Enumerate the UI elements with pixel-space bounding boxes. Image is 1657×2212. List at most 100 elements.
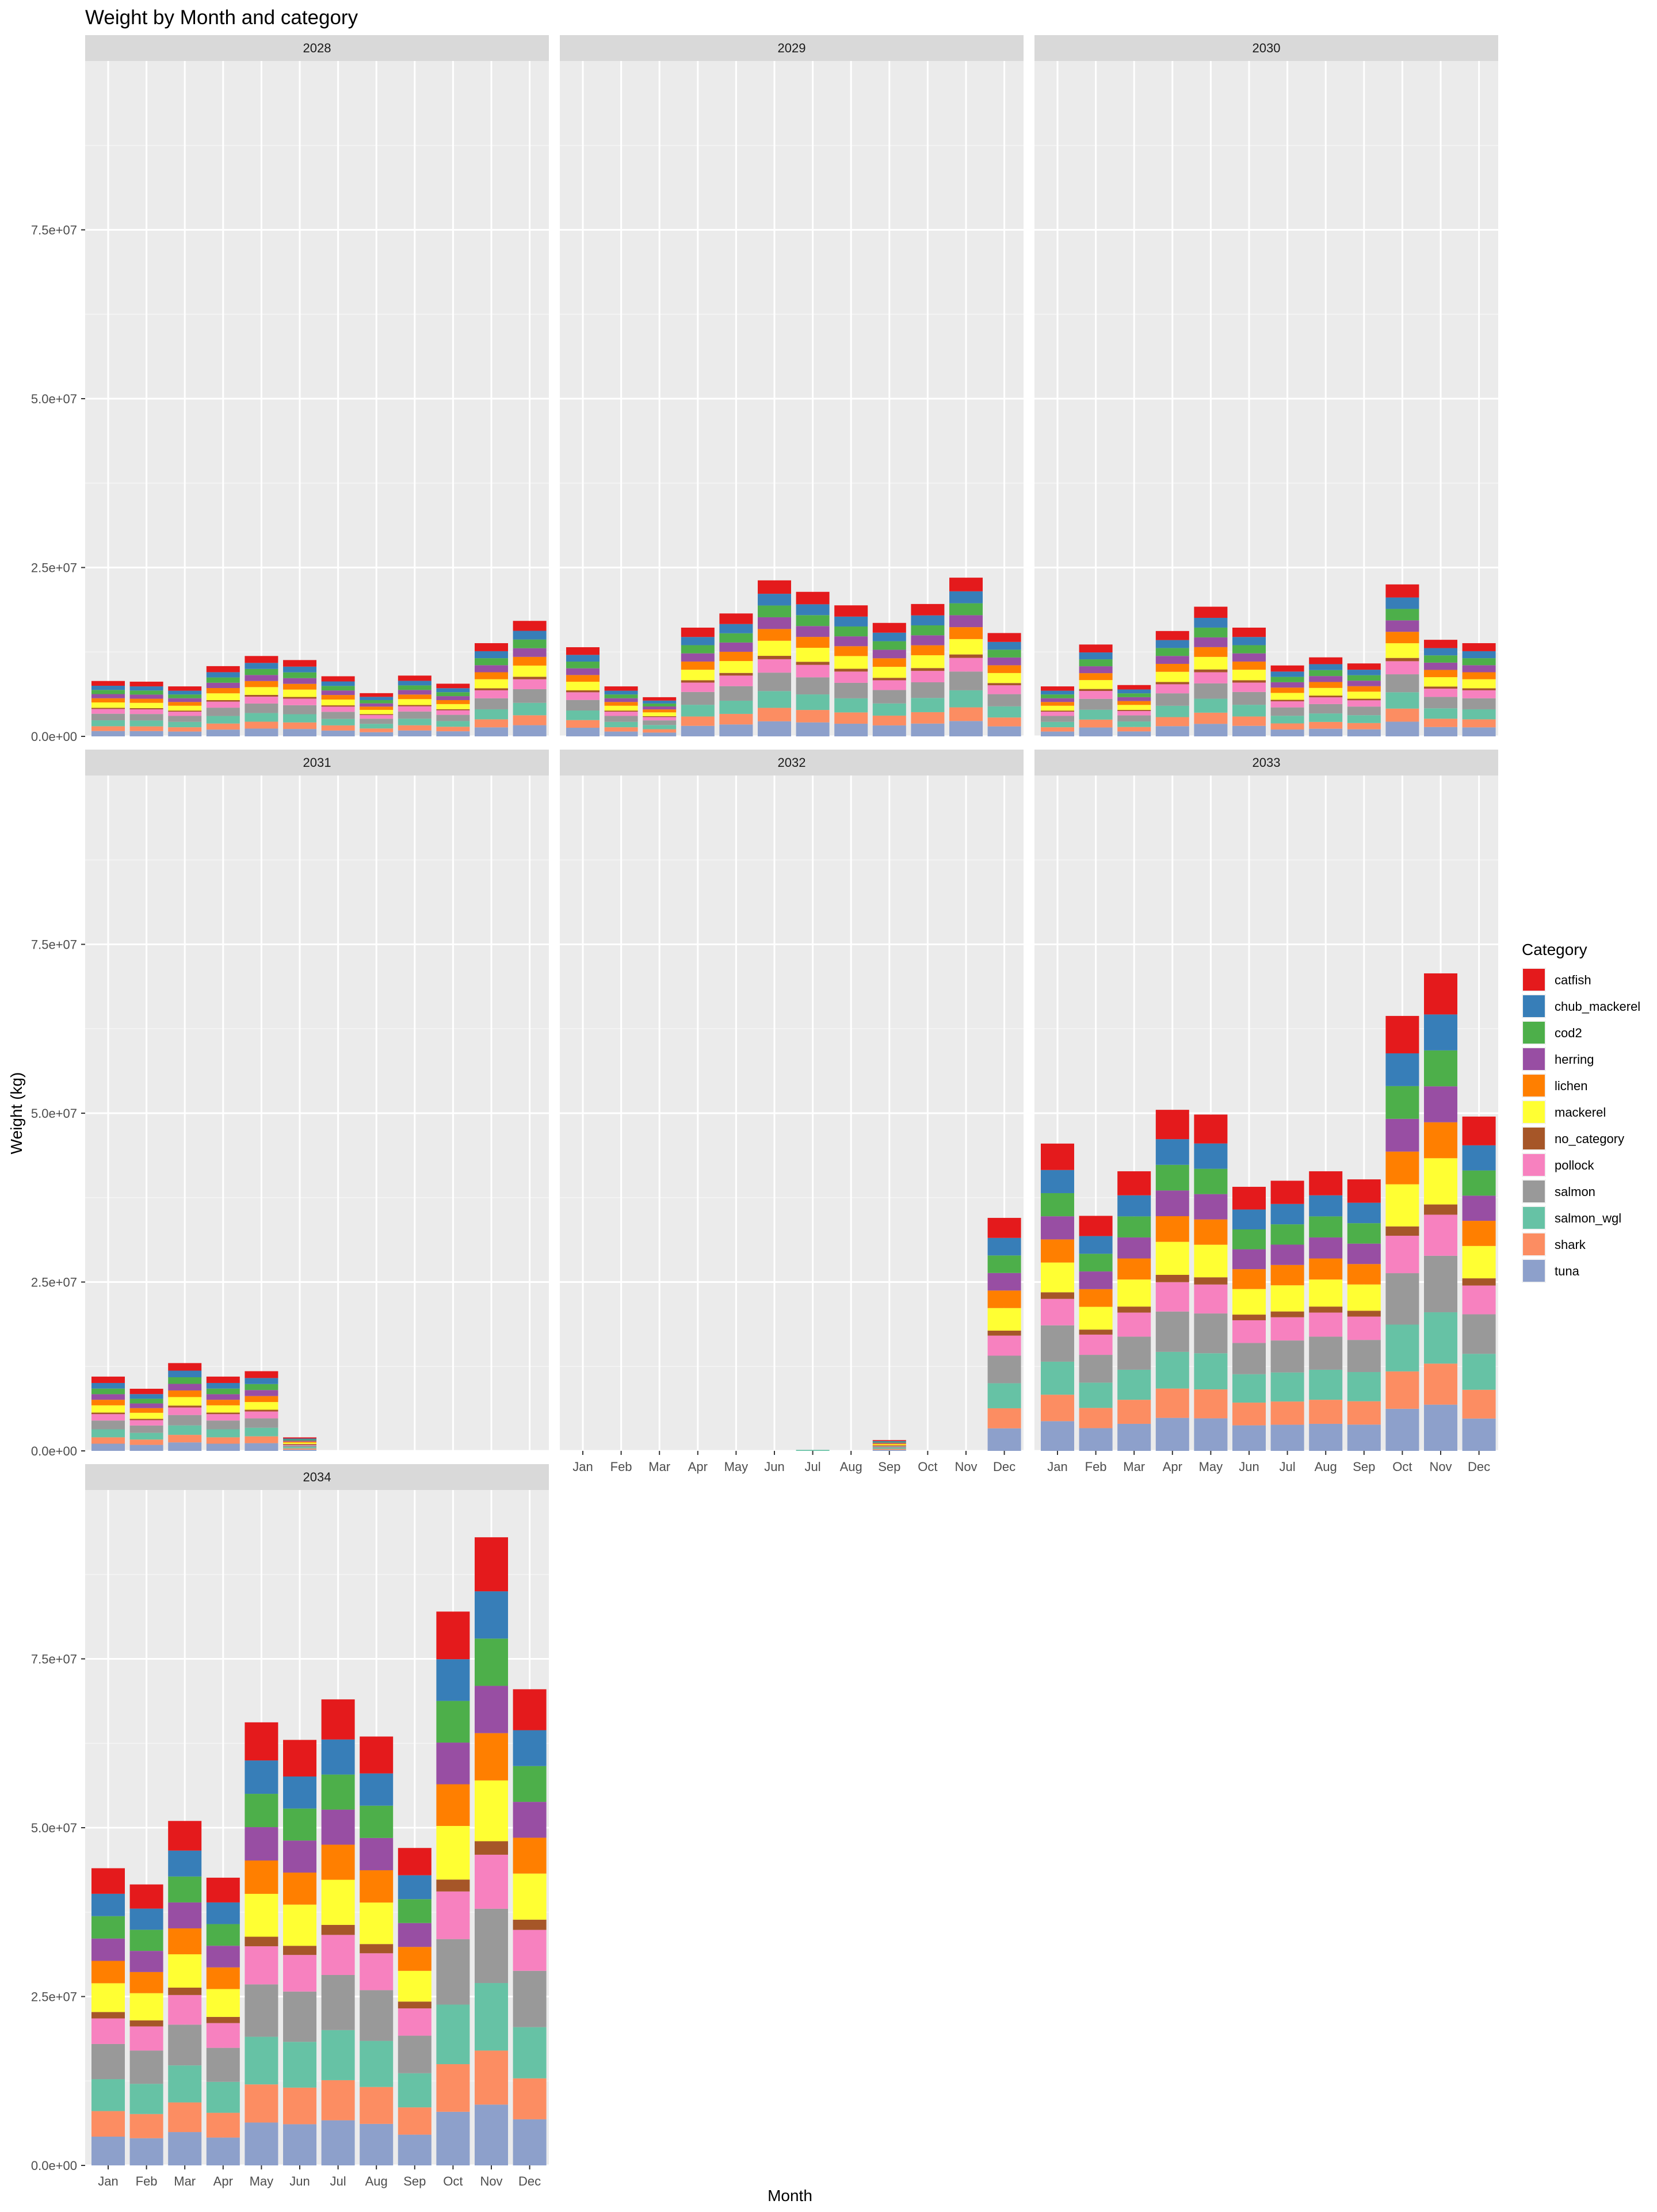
bar-segment-no_category bbox=[91, 1412, 125, 1415]
bar-segment-lichen bbox=[758, 629, 791, 641]
bar-segment-no_category bbox=[1041, 1292, 1074, 1299]
bar-segment-salmon_wgl bbox=[1194, 1353, 1228, 1390]
bar-segment-pollock bbox=[1194, 672, 1228, 683]
bar-segment-no_category bbox=[436, 1879, 470, 1892]
bar-segment-herring bbox=[91, 694, 125, 698]
bar-segment-cod2 bbox=[1347, 675, 1381, 681]
bar-segment-tuna bbox=[475, 727, 508, 736]
bar-segment-herring bbox=[1079, 1271, 1113, 1289]
bar-segment-salmon bbox=[1462, 1314, 1496, 1354]
bar-segment-shark bbox=[129, 726, 163, 731]
bar-segment-no_category bbox=[1309, 696, 1343, 698]
bar-segment-no_category bbox=[168, 1987, 202, 1995]
bar-segment-cod2 bbox=[872, 641, 906, 650]
bar-segment-salmon bbox=[1309, 1336, 1343, 1370]
bar-segment-catfish bbox=[129, 681, 163, 687]
bar-segment-salmon bbox=[1270, 1340, 1304, 1373]
bar-segment-salmon_wgl bbox=[1155, 705, 1189, 717]
bar-segment-chub_mackerel bbox=[206, 672, 240, 678]
bar-segment-catfish bbox=[398, 1848, 432, 1875]
bar-segment-salmon_wgl bbox=[719, 700, 753, 714]
bar-segment-salmon bbox=[872, 1446, 906, 1448]
bar-segment-no_category bbox=[719, 673, 753, 676]
bar-segment-lichen bbox=[360, 1870, 394, 1903]
facet-strip bbox=[85, 1464, 549, 1490]
bar-segment-tuna bbox=[1347, 1424, 1381, 1451]
bar-segment-mackerel bbox=[513, 1873, 547, 1920]
bar-segment-tuna bbox=[1117, 731, 1151, 736]
bar-segment-salmon bbox=[245, 1984, 278, 2037]
bar-segment-no_category bbox=[1347, 1311, 1381, 1317]
bar-segment-tuna bbox=[1424, 1404, 1457, 1451]
bar-segment-chub_mackerel bbox=[1385, 597, 1419, 609]
bar-segment-tuna bbox=[398, 730, 432, 736]
bar-segment-catfish bbox=[321, 1699, 355, 1740]
bar-segment-pollock bbox=[1462, 1285, 1496, 1315]
bar-segment-salmon bbox=[796, 677, 830, 695]
bar-segment-salmon_wgl bbox=[283, 1447, 316, 1449]
bar-segment-no_category bbox=[129, 708, 163, 709]
bar-segment-catfish bbox=[168, 1363, 202, 1371]
x-tick-label: May bbox=[250, 2174, 274, 2188]
bar-segment-tuna bbox=[1424, 727, 1457, 736]
bar-segment-chub_mackerel bbox=[1155, 640, 1189, 648]
bar-segment-catfish bbox=[872, 622, 906, 633]
bar-segment-salmon bbox=[1041, 1325, 1074, 1362]
bar-segment-pollock bbox=[643, 717, 677, 721]
legend-label: salmon bbox=[1555, 1185, 1595, 1199]
bar-segment-herring bbox=[283, 678, 316, 684]
bar-segment-mackerel bbox=[987, 673, 1021, 683]
bar-segment-herring bbox=[321, 1809, 355, 1845]
bar-segment-pollock bbox=[129, 709, 163, 715]
bar-segment-pollock bbox=[91, 2018, 125, 2044]
bar-segment-catfish bbox=[987, 1217, 1021, 1238]
bar-segment-salmon_wgl bbox=[987, 706, 1021, 718]
facet-strip-label: 2032 bbox=[778, 755, 806, 770]
bar-segment-salmon_wgl bbox=[1347, 1371, 1381, 1401]
bar-segment-shark bbox=[206, 723, 240, 730]
bar-segment-cod2 bbox=[1079, 1254, 1113, 1272]
bar-segment-salmon_wgl bbox=[911, 698, 945, 712]
bar-segment-salmon bbox=[168, 1415, 202, 1426]
bar-segment-no_category bbox=[911, 668, 945, 671]
bar-segment-herring bbox=[1155, 656, 1189, 664]
bar-segment-lichen bbox=[1232, 661, 1266, 670]
bar-segment-herring bbox=[566, 668, 600, 675]
bar-segment-mackerel bbox=[872, 1444, 906, 1446]
x-tick-label: Sep bbox=[1353, 1460, 1375, 1474]
bar-segment-cod2 bbox=[513, 639, 547, 648]
bar-segment-pollock bbox=[129, 2026, 163, 2051]
bar-segment-no_category bbox=[1462, 688, 1496, 690]
bar-segment-catfish bbox=[1309, 1171, 1343, 1195]
legend-label: cod2 bbox=[1555, 1026, 1582, 1040]
bar-segment-shark bbox=[1424, 1363, 1457, 1405]
bar-segment-cod2 bbox=[321, 686, 355, 691]
bar-segment-salmon bbox=[129, 2050, 163, 2084]
bar-segment-chub_mackerel bbox=[129, 1908, 163, 1930]
y-tick-label: 5.0e+07 bbox=[31, 1106, 77, 1121]
bar-segment-salmon bbox=[834, 682, 868, 698]
bar-segment-chub_mackerel bbox=[872, 632, 906, 641]
bar-segment-lichen bbox=[1155, 1216, 1189, 1242]
bar-segment-catfish bbox=[566, 647, 600, 655]
bar-segment-salmon bbox=[1270, 707, 1304, 716]
bar-segment-mackerel bbox=[1462, 1246, 1496, 1279]
bar-segment-mackerel bbox=[1232, 1289, 1266, 1315]
bar-segment-herring bbox=[1462, 665, 1496, 673]
bar-segment-no_category bbox=[206, 2016, 240, 2023]
bar-segment-shark bbox=[1194, 1389, 1228, 1419]
bar-segment-chub_mackerel bbox=[911, 615, 945, 626]
bar-segment-catfish bbox=[206, 1376, 240, 1383]
bar-segment-salmon_wgl bbox=[1462, 1354, 1496, 1390]
bar-segment-salmon bbox=[1385, 1273, 1419, 1325]
bar-segment-pollock bbox=[168, 1995, 202, 2025]
x-tick-label: Nov bbox=[955, 1460, 977, 1474]
bar-segment-mackerel bbox=[1041, 1262, 1074, 1293]
bar-segment-chub_mackerel bbox=[168, 1850, 202, 1877]
bar-segment-chub_mackerel bbox=[1232, 637, 1266, 645]
bar-segment-lichen bbox=[1194, 1219, 1228, 1245]
bar-segment-no_category bbox=[245, 1936, 278, 1947]
bar-segment-pollock bbox=[1041, 1298, 1074, 1325]
bar-segment-herring bbox=[1270, 682, 1304, 688]
